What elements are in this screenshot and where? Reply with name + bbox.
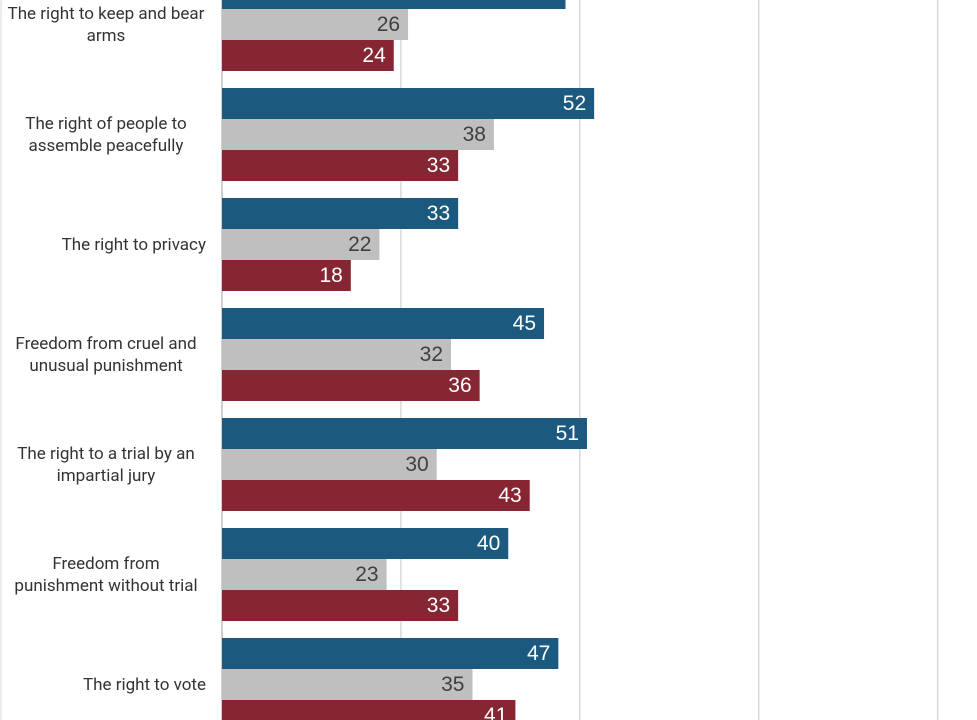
data-label: 23 xyxy=(355,563,378,586)
data-label: 33 xyxy=(427,154,450,177)
data-label: 32 xyxy=(420,343,443,366)
category-label: Freedom from cruel and unusual punishmen… xyxy=(0,333,206,377)
category-label: The right to vote xyxy=(0,674,206,696)
data-label: 33 xyxy=(427,594,450,617)
category-text: The right to a trial by an impartial jur… xyxy=(17,443,195,486)
bar xyxy=(222,638,559,669)
category-text: The right of people to assemble peaceful… xyxy=(25,113,187,156)
data-label: 22 xyxy=(348,233,371,256)
bar xyxy=(222,669,473,700)
category-label: The right to privacy xyxy=(0,234,206,256)
bar xyxy=(222,88,595,119)
data-label: 45 xyxy=(513,312,536,335)
bar xyxy=(222,198,459,229)
data-label: 38 xyxy=(463,123,486,146)
data-label: 48 xyxy=(534,0,557,5)
category-text: The right to vote xyxy=(82,674,206,695)
bar xyxy=(222,700,516,720)
category-text: The right to privacy xyxy=(61,234,206,255)
data-label: 43 xyxy=(498,484,521,507)
category-label: The right to a trial by an impartial jur… xyxy=(0,443,206,487)
data-label: 36 xyxy=(448,374,471,397)
bar xyxy=(222,308,545,339)
bar xyxy=(222,370,480,401)
bar xyxy=(222,480,530,511)
data-label: 26 xyxy=(377,13,400,36)
bar xyxy=(222,9,409,40)
data-label: 18 xyxy=(319,264,342,287)
data-label: 51 xyxy=(556,422,579,445)
data-label: 41 xyxy=(484,704,507,720)
category-text: Freedom from punishment without trial xyxy=(14,553,198,596)
category-label: The right to keep and bear arms xyxy=(0,3,206,47)
category-label: The right of people to assemble peaceful… xyxy=(0,113,206,157)
data-label: 40 xyxy=(477,532,500,555)
bar xyxy=(222,418,587,449)
data-label: 33 xyxy=(427,202,450,225)
category-text: The right to keep and bear arms xyxy=(7,3,205,46)
bar xyxy=(222,590,459,621)
bar xyxy=(222,40,394,71)
bar xyxy=(222,559,387,590)
data-label: 30 xyxy=(405,453,428,476)
data-label: 24 xyxy=(362,44,386,67)
category-label: Freedom from punishment without trial xyxy=(0,553,206,597)
data-label: 52 xyxy=(563,92,586,115)
bar xyxy=(222,150,459,181)
bar xyxy=(222,339,452,370)
bar xyxy=(222,229,380,260)
category-text: Freedom from cruel and unusual punishmen… xyxy=(15,333,197,376)
data-label: 35 xyxy=(441,673,464,696)
bar xyxy=(222,528,509,559)
bar xyxy=(222,260,351,291)
bar xyxy=(222,449,437,480)
bar xyxy=(222,119,494,150)
bar xyxy=(222,0,566,9)
data-label: 47 xyxy=(527,642,550,665)
